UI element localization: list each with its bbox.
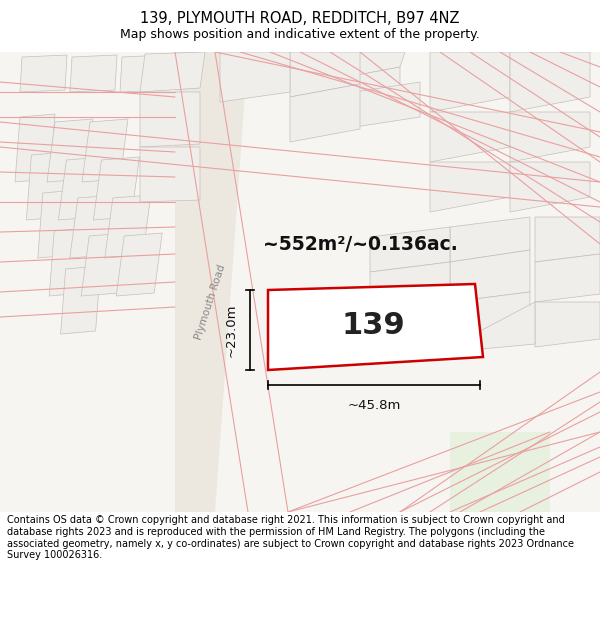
Polygon shape (450, 217, 530, 262)
Polygon shape (58, 157, 104, 220)
Text: 139: 139 (341, 311, 406, 340)
Polygon shape (430, 162, 510, 212)
Text: ~552m²/~0.136ac.: ~552m²/~0.136ac. (263, 234, 457, 254)
Polygon shape (49, 228, 89, 296)
Polygon shape (120, 55, 167, 92)
Text: ~23.0m: ~23.0m (225, 303, 238, 357)
Polygon shape (140, 147, 200, 202)
Polygon shape (370, 312, 450, 352)
Polygon shape (355, 82, 420, 127)
Polygon shape (290, 84, 360, 142)
Polygon shape (105, 195, 151, 258)
Polygon shape (430, 112, 510, 162)
Polygon shape (220, 52, 290, 102)
Polygon shape (140, 52, 205, 92)
Polygon shape (370, 227, 450, 272)
Polygon shape (510, 52, 590, 112)
Text: Contains OS data © Crown copyright and database right 2021. This information is : Contains OS data © Crown copyright and d… (7, 516, 574, 560)
Polygon shape (450, 292, 530, 347)
Polygon shape (82, 119, 128, 182)
Polygon shape (450, 250, 530, 302)
Polygon shape (535, 254, 600, 302)
Text: Map shows position and indicative extent of the property.: Map shows position and indicative extent… (120, 28, 480, 41)
Polygon shape (26, 152, 67, 220)
Polygon shape (450, 302, 535, 352)
Polygon shape (430, 52, 510, 112)
Polygon shape (20, 55, 67, 92)
Text: 139, PLYMOUTH ROAD, REDDITCH, B97 4NZ: 139, PLYMOUTH ROAD, REDDITCH, B97 4NZ (140, 11, 460, 26)
Polygon shape (47, 119, 93, 182)
Polygon shape (290, 52, 360, 97)
Text: Plymouth Road: Plymouth Road (193, 263, 227, 341)
Polygon shape (535, 217, 600, 262)
Polygon shape (175, 52, 248, 512)
Polygon shape (370, 262, 450, 312)
Polygon shape (320, 52, 405, 82)
Polygon shape (268, 284, 483, 370)
Polygon shape (510, 162, 590, 212)
Polygon shape (70, 55, 117, 92)
Polygon shape (116, 233, 162, 296)
Polygon shape (140, 92, 200, 147)
Polygon shape (94, 157, 139, 220)
Polygon shape (81, 233, 127, 296)
Bar (450, 432, 550, 512)
Polygon shape (510, 112, 590, 162)
Polygon shape (535, 302, 600, 347)
Text: ~45.8m: ~45.8m (347, 399, 401, 412)
Polygon shape (70, 195, 116, 258)
Polygon shape (61, 266, 101, 334)
Polygon shape (320, 67, 400, 117)
Polygon shape (15, 114, 55, 182)
Polygon shape (38, 190, 78, 258)
